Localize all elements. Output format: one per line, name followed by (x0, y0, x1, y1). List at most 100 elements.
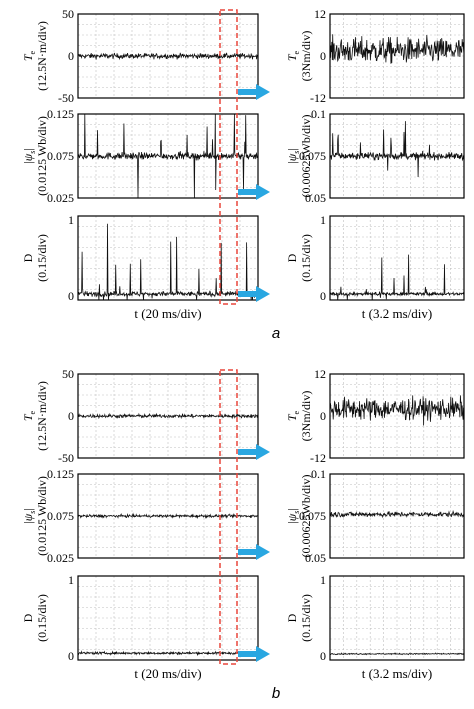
plot-a-right-2: 1 0 D (0.15/div) (285, 213, 465, 303)
y-tick-label: 0 (320, 289, 326, 303)
y-axis-label: D (285, 253, 299, 262)
y-tick-label: 1 (320, 573, 326, 587)
x-axis-label-left: t (20 ms/div) (134, 306, 201, 321)
signal-trace (329, 395, 465, 426)
signal-trace (77, 52, 259, 61)
y-axis-label: Te (285, 410, 301, 421)
y-tick-label: -12 (310, 451, 326, 465)
zoom-arrow-b-1 (238, 544, 270, 560)
y-axis-label: |ψs| (285, 148, 301, 163)
axes-frame (329, 215, 465, 301)
y-axis-label: D (285, 613, 299, 622)
y-axis-unit-label: (0.0125 Wb/div) (35, 476, 49, 556)
signal-trace (329, 254, 465, 301)
plot-b-left-2: 1 0 D (0.15/div) (21, 573, 259, 663)
axes-frame (77, 113, 259, 199)
y-axis-unit-label: (0.0125 Wb/div) (35, 116, 49, 196)
y-tick-label: 1 (68, 213, 74, 227)
y-tick-label: 1 (68, 573, 74, 587)
y-axis-label: |ψs| (285, 508, 301, 523)
y-axis-label: |ψs| (21, 148, 37, 163)
signal-trace (329, 652, 465, 656)
y-axis-unit-label: (12.5N·m/div) (35, 21, 49, 91)
y-tick-label: 0 (320, 49, 326, 63)
arrow-icon (238, 544, 270, 560)
signal-trace (77, 223, 259, 301)
signal-trace (77, 512, 259, 520)
signal-trace (329, 509, 465, 519)
y-tick-label: 0 (68, 409, 74, 423)
plot-a-left-1: 0.125 0.075 0.025 |ψs| (0.0125 Wb/div) (21, 107, 259, 205)
plot-b-right-1: 0.1 0.075 0.05 |ψs| (0.00625Wb/div) (285, 467, 465, 565)
y-axis-unit-label: (3Nm/div) (299, 31, 313, 82)
x-axis-label-right: t (3.2 ms/div) (362, 666, 432, 681)
zoom-arrow-a-2 (238, 286, 270, 302)
y-axis-unit-label: (0.00625Wb/div) (299, 475, 313, 558)
y-tick-label: 0 (68, 289, 74, 303)
zoom-arrow-b-0 (238, 444, 270, 460)
zoom-arrow-b-2 (238, 646, 270, 662)
y-axis-label: Te (21, 410, 37, 421)
arrow-icon (238, 646, 270, 662)
y-tick-label: 0.075 (299, 509, 326, 523)
y-axis-label: Te (21, 50, 37, 61)
axes-frame (329, 575, 465, 661)
axes-frame (77, 373, 259, 459)
axes-frame (77, 575, 259, 661)
y-tick-label: 1 (320, 213, 326, 227)
y-tick-label: -50 (58, 451, 74, 465)
zoom-arrow-a-0 (238, 84, 270, 100)
axes-frame (77, 215, 259, 301)
signal-trace (77, 412, 259, 420)
y-tick-label: -50 (58, 91, 74, 105)
y-tick-label: 0.075 (47, 149, 74, 163)
signal-trace (329, 121, 465, 178)
y-tick-label: 0.075 (47, 509, 74, 523)
y-axis-unit-label: (0.15/div) (299, 594, 313, 642)
y-tick-label: 0.1 (311, 107, 326, 121)
y-axis-label: D (21, 253, 35, 262)
arrow-icon (238, 184, 270, 200)
y-axis-label: Te (285, 50, 301, 61)
plot-b-left-0: 50 0 -50 Te(12.5N·m/div) (21, 367, 259, 465)
x-axis-label-left: t (20 ms/div) (134, 666, 201, 681)
y-tick-label: 0.075 (299, 149, 326, 163)
arrow-icon (238, 444, 270, 460)
y-tick-label: 0.025 (47, 191, 74, 205)
panel-label: a (272, 325, 280, 342)
arrow-icon (238, 84, 270, 100)
panel-label: b (272, 685, 280, 702)
y-tick-label: 50 (62, 7, 74, 21)
y-axis-unit-label: (0.00625Wb/div) (299, 115, 313, 198)
plot-a-right-0: 12 0 -12 Te(3Nm/div) (285, 7, 465, 105)
axes-frame (329, 13, 465, 99)
y-axis-unit-label: (0.15/div) (35, 234, 49, 282)
y-tick-label: 0.125 (47, 467, 74, 481)
y-axis-unit-label: (3Nm/div) (299, 391, 313, 442)
zoom-window-box (219, 9, 238, 305)
plot-a-left-0: 50 0 -50 Te(12.5N·m/div) (21, 7, 259, 105)
y-tick-label: 0 (68, 649, 74, 663)
axes-frame (329, 473, 465, 559)
zoom-window-box (219, 369, 238, 665)
plot-b-right-2: 1 0 D (0.15/div) (285, 573, 465, 663)
y-tick-label: 0.05 (305, 551, 326, 565)
plot-b-right-0: 12 0 -12 Te(3Nm/div) (285, 367, 465, 465)
axes-frame (329, 373, 465, 459)
y-axis-label: D (21, 613, 35, 622)
axes-frame (77, 13, 259, 99)
axes-frame (77, 473, 259, 559)
y-tick-label: 0.125 (47, 107, 74, 121)
signal-trace (329, 34, 465, 64)
plot-a-left-2: 1 0 D (0.15/div) (21, 213, 259, 303)
y-tick-label: 12 (314, 367, 326, 381)
y-axis-unit-label: (0.15/div) (299, 234, 313, 282)
y-tick-label: 0.025 (47, 551, 74, 565)
y-tick-label: 12 (314, 7, 326, 21)
y-tick-label: 0 (320, 409, 326, 423)
signal-trace (77, 650, 259, 657)
y-tick-label: 0.1 (311, 467, 326, 481)
axes-frame (329, 113, 465, 199)
plot-a-right-1: 0.1 0.075 0.05 |ψs| (0.00625Wb/div) (285, 107, 465, 205)
